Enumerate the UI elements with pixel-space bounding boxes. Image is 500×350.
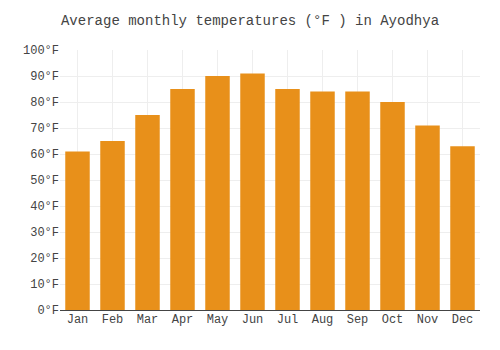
svg-text:Average monthly temperatures (: Average monthly temperatures (°F ) in Ay… (61, 13, 439, 29)
svg-text:20°F: 20°F (30, 252, 59, 266)
svg-text:Jun: Jun (242, 313, 264, 327)
svg-text:Dec: Dec (452, 313, 474, 327)
svg-text:Aug: Aug (312, 313, 334, 327)
svg-text:Apr: Apr (172, 313, 194, 327)
svg-text:90°F: 90°F (30, 70, 59, 84)
svg-text:40°F: 40°F (30, 200, 59, 214)
svg-text:May: May (207, 313, 229, 327)
svg-text:100°F: 100°F (23, 44, 59, 58)
svg-text:Jul: Jul (277, 313, 299, 327)
svg-text:60°F: 60°F (30, 148, 59, 162)
svg-text:Feb: Feb (102, 313, 124, 327)
svg-text:10°F: 10°F (30, 278, 59, 292)
svg-text:Sep: Sep (347, 313, 369, 327)
svg-text:30°F: 30°F (30, 226, 59, 240)
svg-text:Oct: Oct (382, 313, 404, 327)
svg-text:Nov: Nov (417, 313, 439, 327)
svg-text:0°F: 0°F (37, 304, 59, 318)
svg-text:50°F: 50°F (30, 174, 59, 188)
svg-text:80°F: 80°F (30, 96, 59, 110)
svg-text:70°F: 70°F (30, 122, 59, 136)
svg-text:Mar: Mar (137, 313, 159, 327)
svg-text:Jan: Jan (67, 313, 89, 327)
